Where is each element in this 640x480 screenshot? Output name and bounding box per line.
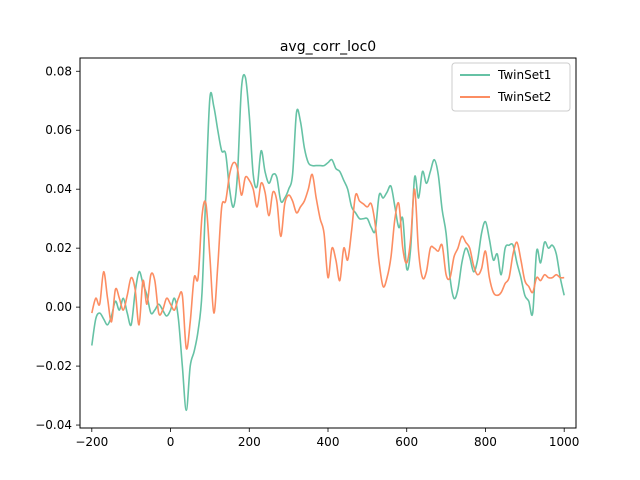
y-tick-label: 0.02 (45, 241, 72, 255)
x-tick-label: 0 (167, 435, 175, 449)
y-tick-label: 0.00 (45, 300, 72, 314)
y-tick-label: 0.06 (45, 123, 72, 137)
series-layer (91, 73, 565, 412)
series-line-twinset2 (91, 161, 565, 350)
y-tick-label: 0.08 (45, 64, 72, 78)
x-tick-label: 600 (395, 435, 418, 449)
legend: TwinSet1 TwinSet2 (451, 62, 571, 112)
legend-label-twinset1: TwinSet1 (497, 68, 551, 82)
x-tick-label: 400 (317, 435, 340, 449)
y-axis: −0.04 −0.02 0.00 0.02 0.04 0.06 0.08 (35, 64, 80, 432)
series-line-twinset1 (91, 73, 565, 412)
x-tick-label: 200 (238, 435, 261, 449)
y-tick-label: −0.04 (35, 418, 72, 432)
legend-label-twinset2: TwinSet2 (497, 90, 551, 104)
chart-title: avg_corr_loc0 (280, 39, 376, 55)
x-axis: −200 0 200 400 600 800 1000 (75, 428, 579, 449)
x-tick-label: −200 (75, 435, 108, 449)
y-tick-label: −0.02 (35, 359, 72, 373)
x-tick-label: 1000 (549, 435, 580, 449)
y-tick-label: 0.04 (45, 182, 72, 196)
x-tick-label: 800 (474, 435, 497, 449)
